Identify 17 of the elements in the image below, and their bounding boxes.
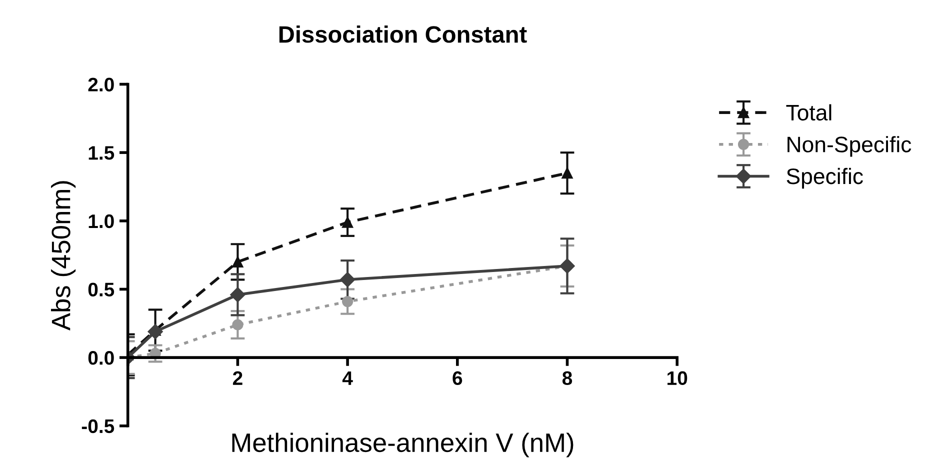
legend-label: Specific bbox=[786, 168, 863, 189]
x-tick-label: 10 bbox=[668, 371, 688, 386]
y-tick-label: 1.0 bbox=[88, 214, 114, 228]
x-tick-label: 6 bbox=[452, 371, 462, 386]
legend-label: Non-Specific bbox=[788, 136, 912, 157]
y-tick-label: 2.0 bbox=[88, 78, 114, 92]
y-tick-label: 0.5 bbox=[88, 282, 114, 296]
chart-title: Dissociation Constant bbox=[279, 25, 527, 43]
y-axis-title: Abs (450nm) bbox=[50, 181, 76, 331]
y-tick-label: 1.5 bbox=[88, 146, 114, 160]
x-tick-label: 4 bbox=[342, 371, 353, 385]
y-tick-label: -0.5 bbox=[82, 419, 114, 434]
y-tick-label: 0.0 bbox=[88, 351, 114, 365]
x-tick-label: 8 bbox=[562, 371, 572, 386]
x-tick-label: 2 bbox=[232, 371, 242, 385]
x-axis-title: Methioninase-annexin V (nM) bbox=[232, 432, 574, 458]
legend-label: Total bbox=[786, 104, 832, 121]
